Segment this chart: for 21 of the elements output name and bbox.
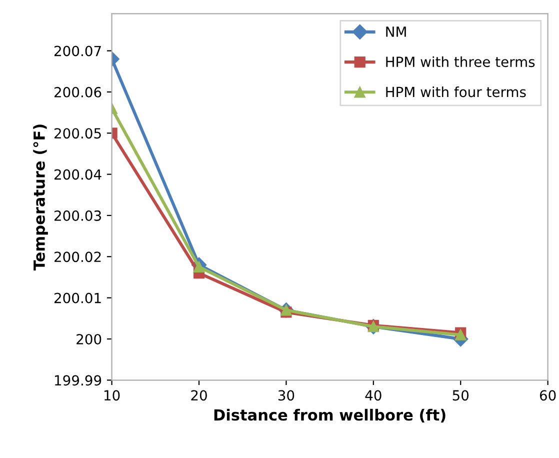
x-tick-label: 30	[278, 390, 294, 401]
y-tick-label: 199.99	[55, 375, 102, 386]
legend-label: NM	[386, 26, 406, 37]
legend-label: HPM with three terms	[386, 56, 535, 68]
x-tick-label: 20	[191, 390, 207, 401]
y-tick-label: 200.06	[54, 86, 102, 98]
y-tick-label: 200.07	[54, 46, 101, 56]
y-tick-label: 200.05	[54, 128, 101, 139]
y-tick-label: 200.02	[54, 252, 101, 262]
x-axis-title: Distance from wellbore (ft)	[214, 408, 446, 422]
y-tick-label: 200	[76, 334, 102, 344]
x-tick-label: 10	[104, 390, 120, 401]
y-tick-label: 200.04	[54, 169, 102, 180]
point	[193, 261, 205, 272]
y-tick-label: 200.01	[54, 292, 101, 304]
x-tick-label: 50	[452, 390, 469, 401]
y-tick-label: 200.03	[54, 210, 101, 221]
x-tick-label: 60	[540, 390, 556, 401]
legend-label: HPM with four terms	[386, 86, 526, 98]
y-axis-title: Temperature (°F)	[33, 124, 48, 270]
x-tick-label: 40	[365, 390, 382, 401]
